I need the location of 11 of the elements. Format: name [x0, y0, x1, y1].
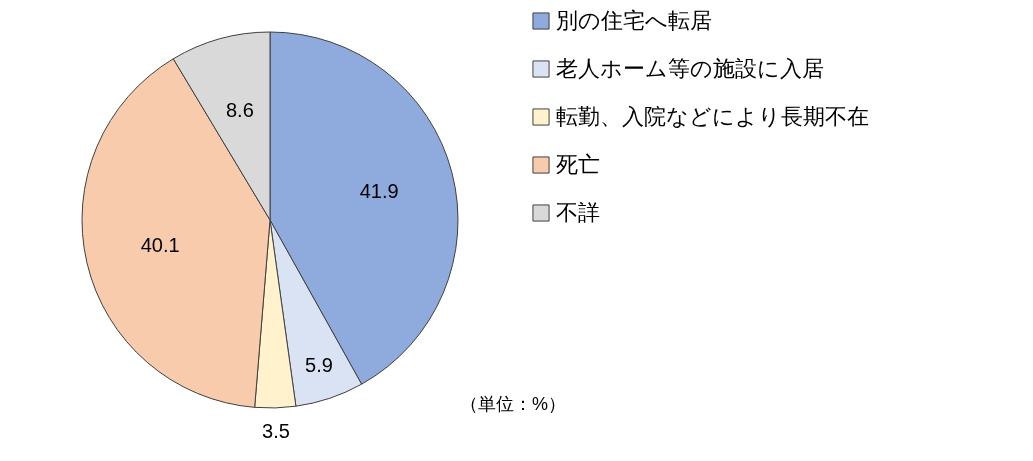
legend-label: 転勤、入院などにより長期不在 [556, 104, 869, 129]
data-label: 40.1 [140, 233, 180, 256]
data-label: 8.6 [225, 99, 254, 122]
data-label: 41.9 [359, 179, 399, 202]
text: （単位：%） [460, 394, 567, 414]
legend-label: 不詳 [556, 200, 600, 225]
legend-label: 別の住宅へ転居 [556, 8, 712, 33]
legend-label: 死亡 [556, 152, 600, 177]
data-label: 3.5 [262, 419, 290, 442]
legend-label: 老人ホーム等の施設に入居 [556, 56, 824, 81]
data-label: 5.9 [305, 354, 333, 377]
